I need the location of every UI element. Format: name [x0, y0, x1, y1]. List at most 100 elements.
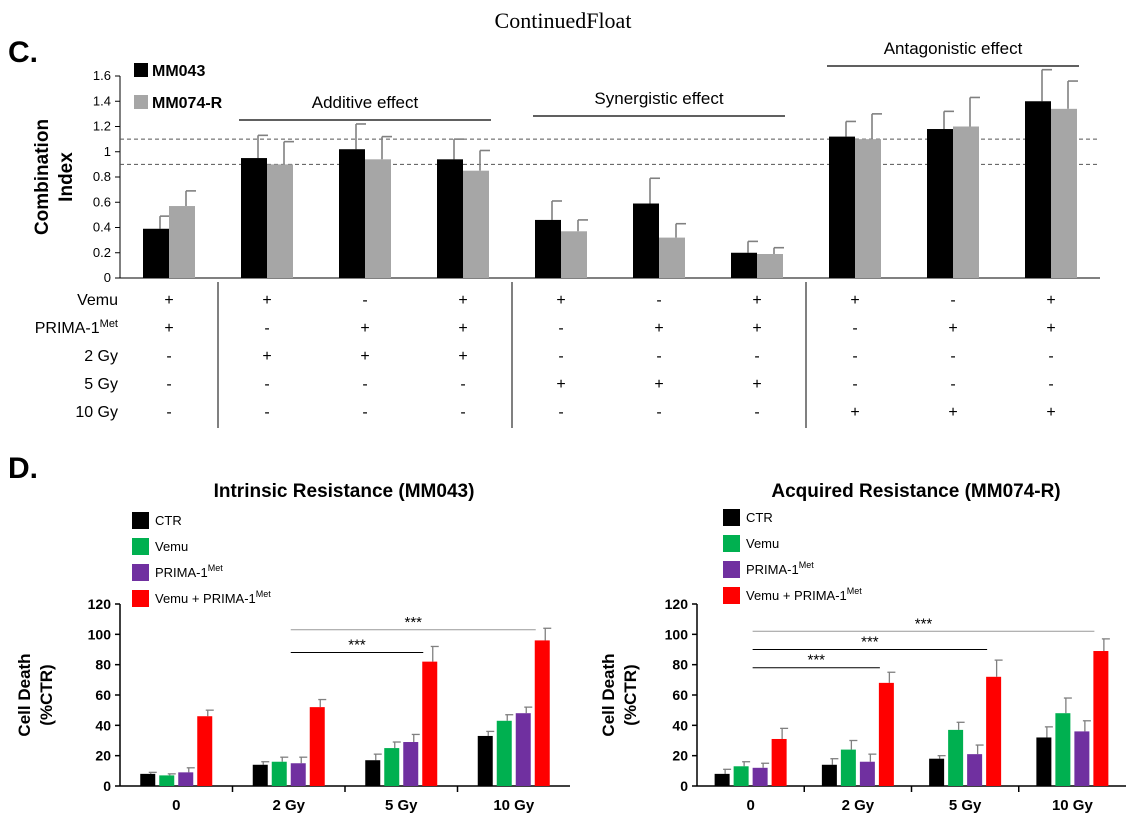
- d-right-bar-ctr: [1036, 737, 1052, 786]
- c-annotation-label: Additive effect: [312, 93, 419, 112]
- figure-header: ContinuedFloat: [494, 8, 632, 33]
- c-y-axis-label-2: Index: [56, 152, 77, 202]
- d-left-significance-label: ***: [404, 614, 422, 631]
- d-right-legend-label-sup: Met: [847, 586, 863, 596]
- c-condition-mark: +: [654, 320, 663, 337]
- c-condition-mark: -: [264, 404, 269, 421]
- d-left-bar-ctr: [477, 735, 493, 786]
- d-right-y-axis-label-2: (%CTR): [621, 664, 640, 725]
- c-condition-mark: +: [654, 376, 663, 393]
- c-condition-mark: -: [166, 348, 171, 365]
- c-bar-mm043: [633, 203, 659, 278]
- c-condition-mark: +: [1046, 292, 1055, 309]
- c-y-tick-label: 0.6: [93, 194, 111, 209]
- d-right-y-tick-label: 80: [672, 657, 688, 673]
- d-left-bar-ctr: [252, 764, 268, 786]
- c-condition-mark: -: [656, 404, 661, 421]
- d-left-legend-label: PRIMA-1Met: [155, 563, 223, 580]
- c-bar-mm074r: [365, 159, 391, 278]
- c-condition-mark: +: [458, 348, 467, 365]
- c-condition-mark: -: [852, 320, 857, 337]
- d-left-legend-label-sup: Met: [208, 563, 224, 573]
- c-condition-mark: +: [556, 376, 565, 393]
- c-condition-mark: +: [360, 348, 369, 365]
- c-condition-mark: -: [460, 404, 465, 421]
- c-condition-mark: -: [166, 376, 171, 393]
- c-bar-mm074r: [267, 164, 293, 278]
- c-condition-mark: +: [164, 320, 173, 337]
- d-right-bar-combo: [1093, 651, 1109, 786]
- c-y-tick-label: 0.8: [93, 169, 111, 184]
- d-left-legend-label: Vemu + PRIMA-1Met: [155, 589, 271, 606]
- c-condition-mark: -: [362, 292, 367, 309]
- d-right-bar-vemu: [1055, 713, 1071, 786]
- d-left-y-tick-label: 0: [103, 778, 111, 794]
- d-left-y-axis-label: Cell Death: [15, 653, 34, 736]
- d-left-x-tick-label: 0: [172, 797, 180, 814]
- d-left-bar-vemu: [384, 748, 400, 786]
- c-bar-mm043: [437, 159, 463, 278]
- d-left-legend-swatch: [132, 590, 149, 607]
- d-right-legend-label: Vemu: [746, 536, 779, 551]
- d-left-title: Intrinsic Resistance (MM043): [214, 481, 475, 502]
- d-right-bar-ctr: [929, 758, 945, 786]
- c-condition-mark: +: [164, 292, 173, 309]
- c-bar-mm074r: [463, 170, 489, 278]
- d-right-bar-prima: [752, 767, 768, 786]
- c-condition-mark: +: [1046, 404, 1055, 421]
- c-condition-mark: -: [754, 404, 759, 421]
- c-condition-mark: -: [166, 404, 171, 421]
- d-left-y-tick-label: 120: [88, 596, 112, 612]
- c-condition-row-label: PRIMA-1Met: [35, 318, 118, 337]
- d-right-legend-label-sup: Met: [799, 560, 815, 570]
- c-annotation-label: Antagonistic effect: [884, 39, 1023, 58]
- c-condition-mark: -: [852, 348, 857, 365]
- d-left-legend-label-sup: Met: [256, 589, 272, 599]
- c-condition-row-label: 10 Gy: [75, 404, 118, 421]
- d-right-legend-label: Vemu + PRIMA-1Met: [746, 586, 862, 603]
- c-condition-mark: -: [264, 320, 269, 337]
- c-condition-mark: +: [948, 320, 957, 337]
- d-right-title: Acquired Resistance (MM074-R): [771, 481, 1060, 502]
- c-condition-mark: +: [458, 320, 467, 337]
- c-bar-mm074r: [855, 139, 881, 278]
- d-left-bar-combo: [197, 716, 213, 786]
- c-condition-mark: +: [262, 292, 271, 309]
- c-y-tick-label: 1.2: [93, 119, 111, 134]
- d-left-x-tick-label: 2 Gy: [272, 797, 305, 814]
- c-condition-mark: +: [262, 348, 271, 365]
- d-right-significance-label: ***: [807, 652, 825, 669]
- c-condition-mark: -: [656, 292, 661, 309]
- c-condition-row-label-sup: Met: [100, 318, 118, 330]
- d-right-y-tick-label: 120: [665, 596, 689, 612]
- c-condition-mark: +: [752, 292, 761, 309]
- d-left-legend-swatch: [132, 564, 149, 581]
- c-condition-mark: -: [1048, 376, 1053, 393]
- c-condition-mark: -: [558, 320, 563, 337]
- d-right-significance-label: ***: [915, 615, 933, 632]
- d-left-y-tick-label: 80: [95, 657, 111, 673]
- d-right-y-tick-label: 20: [672, 748, 688, 764]
- d-right-y-tick-label: 0: [680, 778, 688, 794]
- d-left-legend-swatch: [132, 512, 149, 529]
- d-right-bar-combo: [986, 676, 1002, 786]
- c-condition-mark: +: [360, 320, 369, 337]
- d-right-y-tick-label: 100: [665, 626, 689, 642]
- c-bar-mm043: [339, 149, 365, 278]
- c-condition-mark: -: [1048, 348, 1053, 365]
- c-y-tick-label: 1: [104, 144, 111, 159]
- d-right-legend-label: CTR: [746, 510, 773, 525]
- c-bar-mm043: [731, 252, 757, 278]
- c-condition-mark: -: [264, 376, 269, 393]
- d-right-significance-label: ***: [861, 634, 879, 651]
- d-left-y-tick-label: 100: [88, 626, 112, 642]
- c-bar-mm043: [1025, 101, 1051, 278]
- d-right-legend-swatch: [723, 509, 740, 526]
- d-right-legend-swatch: [723, 561, 740, 578]
- d-right-x-tick-label: 5 Gy: [949, 797, 982, 814]
- d-left-bar-vemu: [271, 761, 287, 786]
- d-left-y-tick-label: 40: [95, 717, 111, 733]
- c-legend-swatch: [134, 95, 148, 109]
- c-bar-mm074r: [659, 237, 685, 278]
- d-left-bar-combo: [309, 707, 325, 786]
